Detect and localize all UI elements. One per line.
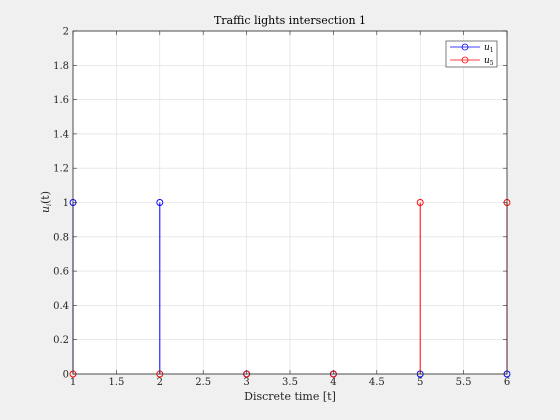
y-tick-label: 0.6 xyxy=(53,267,69,278)
x-tick-label: 2 xyxy=(157,377,163,388)
y-tick-label: 0.4 xyxy=(53,301,69,312)
y-label-suffix: (t) xyxy=(39,191,52,204)
x-axis-label: Discrete time [t] xyxy=(244,390,336,403)
stem-marker-series-1 xyxy=(156,199,164,206)
y-tick-label: 0.2 xyxy=(53,335,69,346)
chart-title: Traffic lights intersection 1 xyxy=(214,14,366,27)
x-tick-label: 5.5 xyxy=(456,377,472,388)
legend-label-series-2: u5 xyxy=(484,56,494,67)
y-label-subscript: i xyxy=(46,204,53,206)
y-axis-label: ui(t) xyxy=(39,191,53,213)
y-tick-label: 1 xyxy=(63,198,69,209)
x-tick-label: 3.5 xyxy=(282,377,298,388)
y-tick-label: 1.6 xyxy=(53,95,69,106)
y-tick-label: 0.8 xyxy=(53,232,69,243)
legend-sub-series-1: 1 xyxy=(490,47,494,54)
legend-label-series-1: u1 xyxy=(484,43,494,54)
x-tick-label: 4.5 xyxy=(369,377,385,388)
legend-box xyxy=(445,40,498,68)
stem-marker-series-2 xyxy=(416,199,424,206)
x-tick-label: 1 xyxy=(70,377,76,388)
y-tick-label: 1.4 xyxy=(53,129,69,140)
y-tick-label: 2 xyxy=(63,27,69,38)
x-tick-label: 3 xyxy=(243,377,249,388)
x-tick-label: 2.5 xyxy=(195,377,211,388)
axis-ticks: 1 1.5 2 2.5 3 3.5 4 4.5 5 5.5 6 0 0.2 0.4 0.6 0.8 1 1.2 1.… xyxy=(53,27,510,389)
x-tick-label: 6 xyxy=(504,377,510,388)
y-label-base: u xyxy=(39,206,52,213)
legend-marker-series-1 xyxy=(461,43,469,51)
legend-base-series-1: u xyxy=(484,43,490,53)
legend-sub-series-2: 5 xyxy=(490,60,494,67)
legend: u1 u5 xyxy=(445,40,498,68)
x-tick-label: 5 xyxy=(417,377,423,388)
y-tick-label: 1.2 xyxy=(53,164,69,175)
y-tick-label: 0 xyxy=(63,370,69,381)
legend-base-series-2: u xyxy=(484,56,490,66)
x-tick-label: 1.5 xyxy=(108,377,124,388)
y-tick-label: 1.8 xyxy=(53,61,69,72)
legend-marker-series-2 xyxy=(461,56,469,64)
x-tick-label: 4 xyxy=(330,377,336,388)
